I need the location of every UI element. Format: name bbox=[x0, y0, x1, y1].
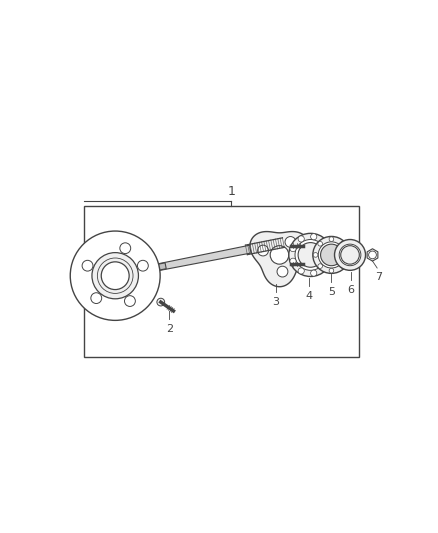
Circle shape bbox=[157, 298, 165, 306]
Text: 7: 7 bbox=[375, 272, 382, 282]
Circle shape bbox=[318, 264, 322, 269]
Circle shape bbox=[290, 246, 296, 252]
Circle shape bbox=[91, 293, 102, 303]
Circle shape bbox=[101, 262, 129, 289]
Circle shape bbox=[311, 233, 317, 240]
Circle shape bbox=[270, 246, 289, 264]
Circle shape bbox=[295, 239, 326, 270]
Circle shape bbox=[277, 266, 288, 277]
Circle shape bbox=[321, 264, 328, 270]
Circle shape bbox=[369, 251, 376, 259]
Circle shape bbox=[120, 243, 131, 254]
Polygon shape bbox=[250, 231, 309, 287]
Circle shape bbox=[341, 246, 359, 264]
Circle shape bbox=[290, 258, 296, 264]
Circle shape bbox=[298, 243, 323, 267]
Circle shape bbox=[329, 269, 334, 273]
Circle shape bbox=[313, 253, 318, 257]
Circle shape bbox=[340, 241, 345, 246]
Polygon shape bbox=[367, 249, 378, 261]
Circle shape bbox=[339, 244, 361, 265]
Bar bbox=[84, 206, 359, 357]
Circle shape bbox=[313, 237, 350, 273]
Circle shape bbox=[124, 296, 135, 306]
Circle shape bbox=[345, 253, 350, 257]
Circle shape bbox=[335, 239, 366, 270]
Circle shape bbox=[138, 260, 148, 271]
Circle shape bbox=[82, 260, 93, 271]
Circle shape bbox=[321, 240, 328, 246]
Text: 3: 3 bbox=[272, 297, 279, 307]
Polygon shape bbox=[128, 239, 284, 276]
Circle shape bbox=[340, 264, 345, 269]
Circle shape bbox=[298, 236, 304, 242]
Circle shape bbox=[326, 252, 332, 258]
Circle shape bbox=[329, 237, 334, 241]
Polygon shape bbox=[152, 263, 166, 271]
Text: 5: 5 bbox=[328, 287, 335, 297]
Circle shape bbox=[258, 245, 268, 256]
Circle shape bbox=[289, 233, 332, 277]
Text: 1: 1 bbox=[227, 185, 235, 198]
Circle shape bbox=[285, 237, 296, 247]
Text: 2: 2 bbox=[166, 324, 173, 334]
Text: 4: 4 bbox=[305, 291, 312, 301]
Circle shape bbox=[311, 270, 317, 276]
Circle shape bbox=[318, 241, 322, 246]
Circle shape bbox=[92, 253, 138, 299]
Circle shape bbox=[70, 231, 160, 320]
Circle shape bbox=[318, 242, 345, 268]
Text: 6: 6 bbox=[347, 285, 354, 295]
Circle shape bbox=[321, 244, 342, 265]
Circle shape bbox=[298, 268, 304, 274]
